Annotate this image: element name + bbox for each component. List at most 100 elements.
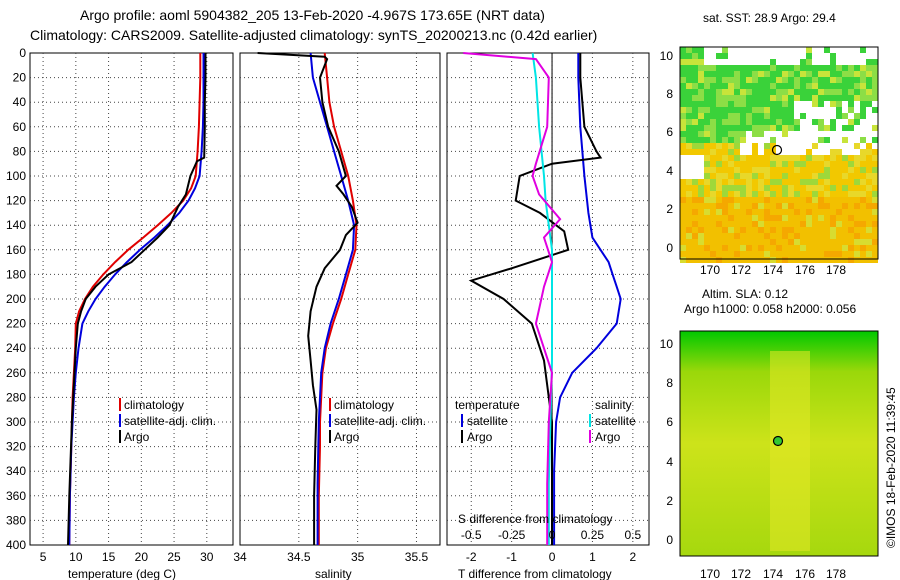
sst-cell [788,233,794,239]
sst-cell [686,131,692,137]
sst-cell [830,227,836,233]
sst-cell [818,245,824,251]
imos-credit: ©IMOS 18-Feb-2020 11:39:45 [884,387,898,548]
sst-cell [788,185,794,191]
depth-tick-label: 260 [6,366,26,380]
sst-cell [764,209,770,215]
sst-cell [848,71,854,77]
sst-cell [806,83,812,89]
sst-cell [704,203,710,209]
sst-cell [728,83,734,89]
sst-cell [788,215,794,221]
sst-cell [728,203,734,209]
sst-cell [794,77,800,83]
sst-cell [680,131,686,137]
sst-cell [734,239,740,245]
sst-cell [758,131,764,137]
sst-cell [758,107,764,113]
sst-cell [848,101,854,107]
sst-cell [734,167,740,173]
sst-cell [680,221,686,227]
sst-cell [794,209,800,215]
x-tick-label: 34 [233,550,247,564]
sst-cell [818,215,824,221]
sst-cell [830,233,836,239]
sst-cell [776,77,782,83]
sst-cell [830,83,836,89]
sst-cell [698,215,704,221]
sst-cell [734,95,740,101]
sst-cell [746,125,752,131]
sst-cell [764,155,770,161]
map-x-tick-label: 174 [763,263,783,277]
sst-cell [842,179,848,185]
sst-cell [740,155,746,161]
sst-cell [728,131,734,137]
sst-cell [686,95,692,101]
sst-cell [746,215,752,221]
sst-cell [770,101,776,107]
sst-cell [866,71,872,77]
sst-cell [704,173,710,179]
sst-cell [806,257,812,263]
sst-cell [734,77,740,83]
sst-cell [680,245,686,251]
sst-cell [842,251,848,257]
x-tick-label: 0 [549,550,556,564]
sst-cell [854,95,860,101]
sst-cell [704,227,710,233]
t-difference-xlabel: T difference from climatology [458,567,612,580]
sst-cell [866,227,872,233]
sst-cell [734,233,740,239]
sst-cell [776,161,782,167]
depth-tick-label: 300 [6,415,26,429]
sst-cell [686,215,692,221]
sst-cell [770,197,776,203]
sst-cell [782,107,788,113]
depth-tick-label: 20 [13,71,27,85]
sst-cell [722,227,728,233]
sst-cell [788,251,794,257]
sst-cell [698,257,704,263]
sst-cell [776,197,782,203]
x-tick-label: -2 [466,550,477,564]
sst-cell [722,89,728,95]
sst-cell [818,239,824,245]
sst-cell [728,221,734,227]
sst-cell [824,137,830,143]
sst-cell [860,203,866,209]
sst-cell [836,251,842,257]
sst-cell [770,113,776,119]
sst-cell [836,215,842,221]
sst-cell [794,83,800,89]
sst-cell [770,95,776,101]
sst-cell [722,197,728,203]
depth-tick-label: 320 [6,440,26,454]
depth-tick-label: 220 [6,317,26,331]
sst-cell [830,119,836,125]
sst-cell [830,65,836,71]
sst-cell [788,83,794,89]
sst-cell [812,155,818,161]
sst-cell [818,101,824,107]
sst-cell [806,245,812,251]
sst-cell [752,131,758,137]
sst-cell [776,221,782,227]
sst-cell [776,107,782,113]
sst-cell [866,257,872,263]
sst-cell [692,71,698,77]
legend-t-satellite-label: satellite [467,414,508,428]
sst-cell [872,89,878,95]
depth-tick-label: 340 [6,464,26,478]
sst-cell [776,173,782,179]
sst-cell [698,227,704,233]
sst-cell [770,119,776,125]
sst-cell [872,239,878,245]
sst-cell [854,185,860,191]
sst-cell [824,71,830,77]
sst-cell [770,179,776,185]
sst-cell [722,167,728,173]
sst-cell [704,245,710,251]
sst-cell [746,65,752,71]
sst-cell [800,191,806,197]
